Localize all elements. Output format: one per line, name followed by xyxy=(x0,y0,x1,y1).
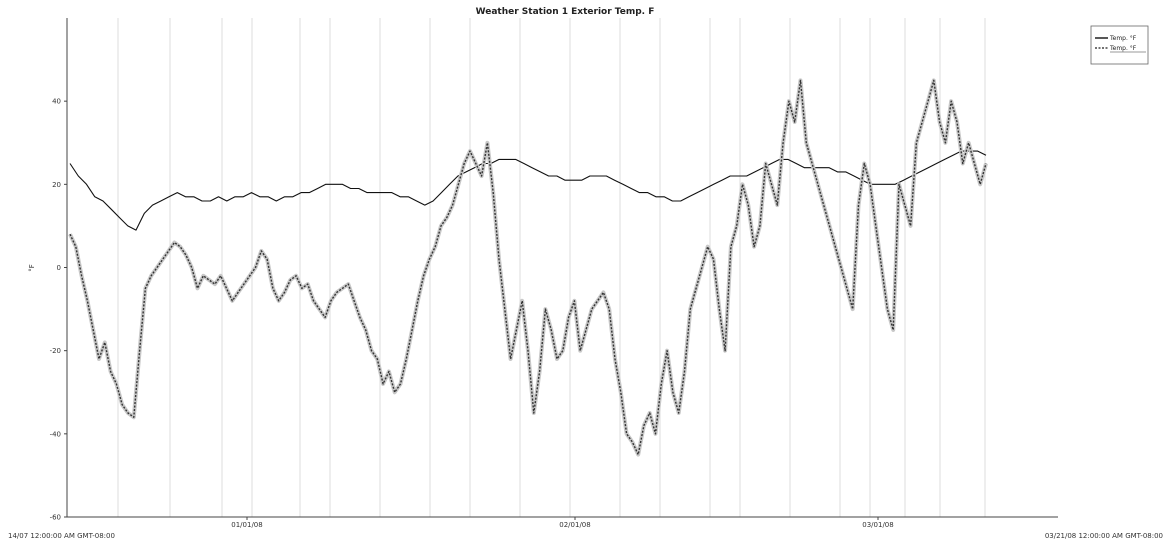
y-axis-label: °F xyxy=(28,264,36,272)
legend-entry-solid: Temp. °F xyxy=(1109,35,1137,42)
x-tick-label-2: 03/01/08 xyxy=(862,521,893,529)
y-tick-label-0: -60 xyxy=(50,514,61,522)
y-tick-label-5: 40 xyxy=(52,98,61,106)
y-tick-label-4: 20 xyxy=(52,181,61,189)
series-layer xyxy=(68,78,988,457)
y-axis-ticks: -60 -40 -20 0 20 40 xyxy=(50,98,67,522)
legend: Temp. °F Temp. °F xyxy=(1090,25,1149,65)
x-range-end-label: 03/21/08 12:00:00 AM GMT-08:00 xyxy=(1045,532,1163,540)
chart-title: Weather Station 1 Exterior Temp. F xyxy=(476,7,655,17)
x-tick-label-0: 01/01/08 xyxy=(231,521,262,529)
series-0-line xyxy=(69,150,987,231)
x-tick-label-1: 02/01/08 xyxy=(559,521,590,529)
series-1-line xyxy=(69,79,987,456)
x-axis-ticks: 01/01/08 02/01/08 03/01/08 xyxy=(231,517,894,529)
x-range-start-label: 14/07 12:00:00 AM GMT-08:00 xyxy=(8,532,115,540)
y-tick-label-2: -20 xyxy=(50,347,61,355)
legend-box xyxy=(1090,25,1149,65)
legend-entry-dashed: Temp. °F xyxy=(1109,45,1137,52)
y-tick-label-3: 0 xyxy=(57,264,61,272)
y-tick-label-1: -40 xyxy=(50,430,61,438)
